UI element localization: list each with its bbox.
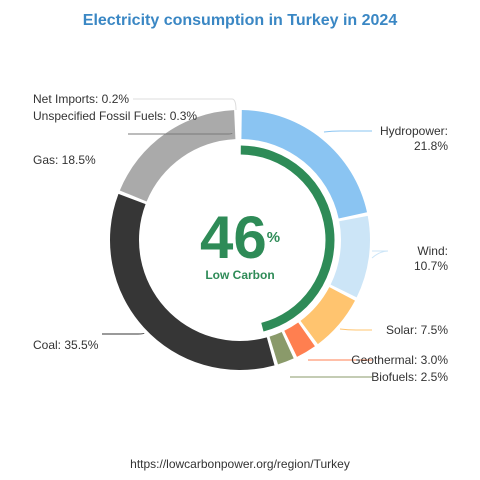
label-coal: Coal: 35.5% (33, 338, 99, 352)
center-unit: % (267, 229, 280, 246)
label-unspecified-fossil-fuels: Unspecified Fossil Fuels: 0.3% (33, 109, 197, 123)
slice-geothermal (284, 322, 315, 357)
slice-coal (109, 193, 275, 370)
label-wind: Wind: 10.7% (414, 244, 448, 273)
slice-labels: Hydropower: 21.8% Wind: 10.7% Solar: 7.5% Geo… (33, 92, 448, 384)
leader-solar (339, 328, 372, 331)
leader-hydropower (323, 130, 372, 133)
label-hydropower: Hydropower: 21.8% (380, 124, 448, 153)
center-label: Low Carbon (205, 268, 274, 282)
center-percentage: 46% (200, 204, 280, 271)
slice-hydropower (241, 110, 368, 219)
low-carbon-arc (240, 145, 335, 332)
leader-lines (102, 98, 389, 378)
leader-net-imports (133, 98, 237, 111)
label-gas: Gas: 18.5% (33, 153, 96, 167)
slices (109, 110, 370, 370)
center-value: 46 (200, 204, 267, 271)
slice-gas (119, 110, 236, 202)
slice-biofuels (269, 331, 294, 365)
slice-solar (300, 287, 355, 345)
chart-title: Electricity consumption in Turkey in 202… (83, 12, 398, 29)
leader-coal (102, 332, 145, 335)
label-geothermal: Geothermal: 3.0% (351, 353, 448, 367)
source-link[interactable]: https://lowcarbonpower.org/region/Turkey (130, 457, 350, 471)
leader-unspecified-fossil-fuels (128, 132, 233, 135)
label-biofuels: Biofuels: 2.5% (371, 370, 448, 384)
slice-wind (330, 215, 370, 298)
label-net-imports: Net Imports: 0.2% (33, 92, 129, 106)
label-solar: Solar: 7.5% (386, 323, 448, 337)
leader-wind (371, 250, 389, 259)
